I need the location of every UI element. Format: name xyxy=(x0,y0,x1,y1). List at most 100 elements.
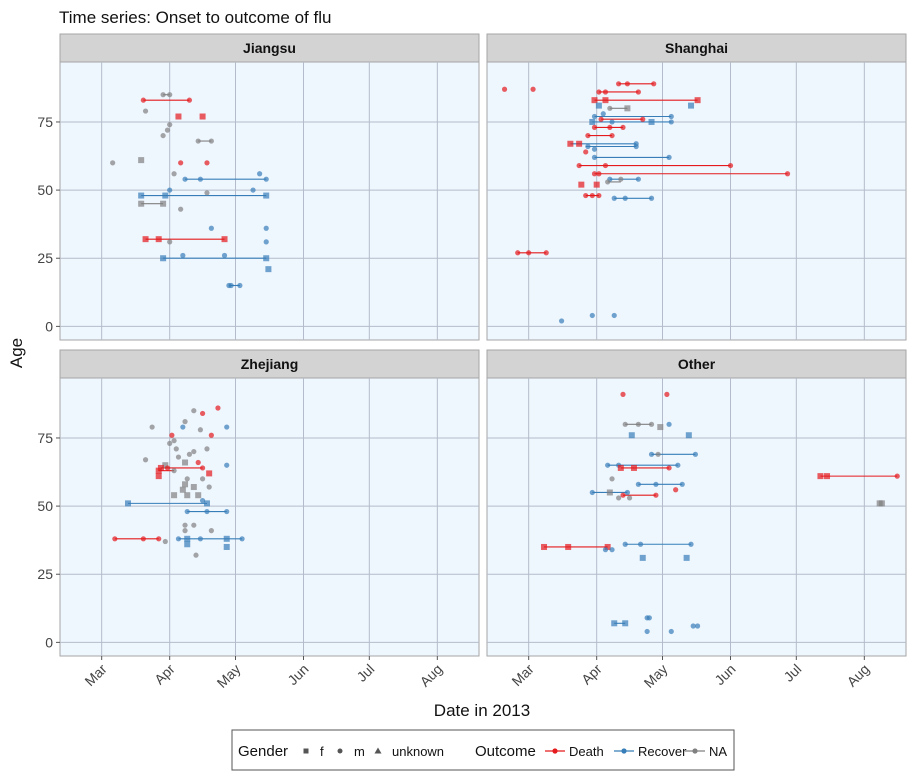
data-point-m xyxy=(591,124,598,131)
data-point-m xyxy=(182,176,188,182)
data-point-m xyxy=(197,536,203,542)
data-point-m xyxy=(591,113,598,120)
data-point-m xyxy=(611,195,617,201)
data-point-f xyxy=(179,486,186,493)
data-point-f xyxy=(184,535,191,542)
data-point-m xyxy=(618,176,624,182)
data-point-m xyxy=(576,162,582,169)
data-point-m xyxy=(221,252,228,259)
data-point-m xyxy=(501,86,508,92)
data-point-m xyxy=(208,432,214,438)
data-point-m xyxy=(195,459,201,466)
data-point-f xyxy=(589,118,596,125)
data-point-m xyxy=(167,92,173,98)
data-point-m xyxy=(140,97,146,103)
data-point-m xyxy=(191,448,197,455)
data-point-f xyxy=(576,140,583,147)
data-point-f xyxy=(591,97,598,104)
y-tick-label: 50 xyxy=(37,182,53,198)
data-point-f xyxy=(617,464,624,471)
data-point-f xyxy=(195,492,202,499)
data-point-m xyxy=(175,454,182,460)
data-point-m xyxy=(644,628,650,635)
data-point-m xyxy=(169,432,175,438)
data-point-m xyxy=(602,162,609,169)
data-point-m xyxy=(675,462,681,468)
data-point-f xyxy=(683,554,690,561)
data-point-m xyxy=(204,160,210,166)
data-point-m xyxy=(679,481,685,487)
data-point-f xyxy=(578,181,585,188)
y-tick-label: 25 xyxy=(37,566,53,582)
data-point-m xyxy=(616,81,622,87)
data-point-m xyxy=(668,628,674,635)
data-point-m xyxy=(727,162,734,169)
data-point-m xyxy=(602,89,609,95)
data-point-m xyxy=(110,160,116,166)
data-point-m xyxy=(263,239,269,245)
data-point-m xyxy=(688,541,694,547)
data-point-f xyxy=(824,473,831,480)
data-point-m xyxy=(224,508,230,515)
data-point-m xyxy=(609,132,615,139)
data-point-m xyxy=(199,465,206,471)
data-point-m xyxy=(690,623,696,629)
data-point-f xyxy=(263,192,270,199)
data-point-m xyxy=(257,171,263,177)
data-point-m xyxy=(666,154,672,160)
legend-outcome-label: Death xyxy=(569,744,604,759)
strip-label: Zhejiang xyxy=(241,356,299,372)
data-point-f xyxy=(606,489,613,496)
data-point-m xyxy=(215,405,221,411)
legend-gender-title: Gender xyxy=(238,743,288,760)
x-tick-label: Jul xyxy=(353,661,377,685)
data-point-m xyxy=(605,179,611,185)
panel-background xyxy=(486,377,907,657)
data-point-m xyxy=(648,195,655,201)
x-tick-label: Aug xyxy=(844,661,873,690)
y-tick-label: 0 xyxy=(45,634,53,650)
data-point-m xyxy=(558,318,565,324)
data-point-m xyxy=(171,468,177,474)
data-point-m xyxy=(186,451,193,457)
strip-label: Jiangsu xyxy=(243,40,296,56)
data-point-m xyxy=(515,250,521,256)
x-tick-label: Jun xyxy=(711,661,738,688)
data-point-m xyxy=(184,476,190,482)
data-point-m xyxy=(784,171,791,177)
data-point-m xyxy=(620,391,626,397)
data-point-f xyxy=(611,620,618,627)
data-point-m xyxy=(140,536,146,542)
data-point-m xyxy=(208,225,214,231)
data-point-m xyxy=(602,547,609,553)
data-point-f xyxy=(628,432,635,439)
data-point-f xyxy=(223,543,230,550)
strip-label: Shanghai xyxy=(665,40,728,56)
data-point-m xyxy=(164,465,171,471)
data-point-m xyxy=(526,250,532,256)
data-point-m xyxy=(175,536,182,542)
legend: Gender f m unknown Outcome Death Recover NA xyxy=(231,729,735,771)
data-point-f xyxy=(138,157,145,164)
legend-key-dot xyxy=(621,748,627,754)
data-point-m xyxy=(167,239,173,245)
data-point-f xyxy=(593,181,600,188)
data-point-f xyxy=(817,473,824,480)
data-point-f xyxy=(190,484,197,491)
legend-key-dot xyxy=(552,748,558,754)
data-point-f xyxy=(878,500,885,507)
legend-gender-items: f m unknown xyxy=(303,744,444,759)
y-axis-title: Age xyxy=(7,338,26,368)
x-tick-label: Mar xyxy=(508,661,537,690)
data-point-m xyxy=(598,116,604,122)
data-point-m xyxy=(624,489,630,496)
data-point-f xyxy=(182,481,189,488)
data-point-f xyxy=(155,467,162,474)
data-point-m xyxy=(894,473,900,479)
data-point-m xyxy=(607,124,613,131)
strip-label: Other xyxy=(678,356,716,372)
panel-shanghai: Shanghai xyxy=(486,33,907,341)
data-point-m xyxy=(589,312,595,319)
data-point-m xyxy=(208,138,214,144)
data-point-m xyxy=(605,462,611,468)
